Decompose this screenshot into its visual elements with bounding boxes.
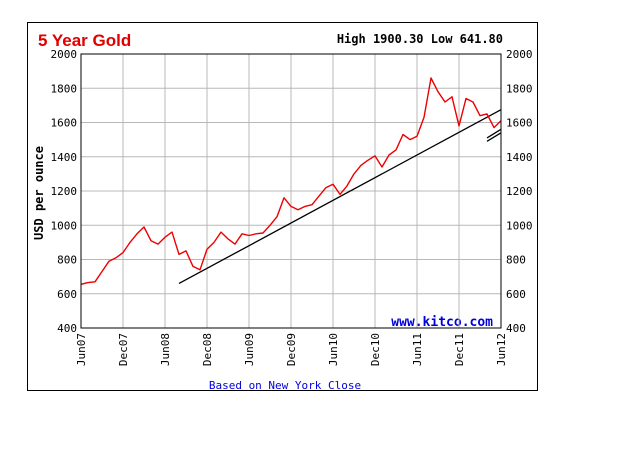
y-tick-label-right: 1000: [506, 219, 533, 232]
trendline: [178, 109, 502, 285]
grid: [80, 53, 502, 329]
chart-frame: [27, 22, 538, 391]
x-tick-label: Dec08: [201, 333, 214, 366]
y-tick-label-left: 600: [57, 288, 77, 301]
y-axis-label: USD per ounce: [32, 146, 46, 240]
trendlines: [178, 109, 502, 285]
y-tick-label-right: 400: [506, 322, 526, 335]
x-tick-label: Jun11: [411, 333, 424, 366]
y-tick-label-left: 1600: [51, 117, 78, 130]
y-tick-label-left: 1200: [51, 185, 78, 198]
y-tick-label-left: 1400: [51, 151, 78, 164]
plot-border: [80, 53, 502, 329]
x-tick-label: Dec09: [285, 333, 298, 366]
y-tick-label-right: 1800: [506, 82, 533, 95]
y-tick-label-left: 1000: [51, 219, 78, 232]
y-tick-label-right: 1400: [506, 151, 533, 164]
chart-title: 5 Year Gold: [38, 31, 131, 50]
x-tick-label: Jun07: [75, 333, 88, 366]
x-tick-label: Jun09: [243, 333, 256, 366]
gold-price-line: [80, 77, 502, 285]
y-tick-label-left: 400: [57, 322, 77, 335]
y-tick-label-left: 800: [57, 254, 77, 267]
x-tick-label: Dec10: [369, 333, 382, 366]
tick-labels: 400 400 600 600 800 800 1000 1000 1200 1200 1400 14…: [51, 48, 533, 366]
x-tick-label: Jun08: [159, 333, 172, 366]
series: [80, 77, 502, 285]
high-low-label: High 1900.30 Low 641.80: [337, 32, 503, 46]
x-tick-label: Jun10: [327, 333, 340, 366]
y-tick-label-right: 2000: [506, 48, 533, 61]
y-tick-label-left: 2000: [51, 48, 78, 61]
x-tick-label: Dec07: [117, 333, 130, 366]
y-tick-label-right: 1200: [506, 185, 533, 198]
trendline: [486, 132, 502, 142]
x-tick-label: Dec11: [453, 333, 466, 366]
y-tick-label-right: 1600: [506, 117, 533, 130]
y-tick-label-right: 800: [506, 254, 526, 267]
trendline: [486, 128, 502, 139]
y-tick-label-right: 600: [506, 288, 526, 301]
x-tick-label: Jun12: [495, 333, 508, 366]
x-axis-label: Based on New York Close: [209, 379, 361, 392]
y-tick-label-left: 1800: [51, 82, 78, 95]
